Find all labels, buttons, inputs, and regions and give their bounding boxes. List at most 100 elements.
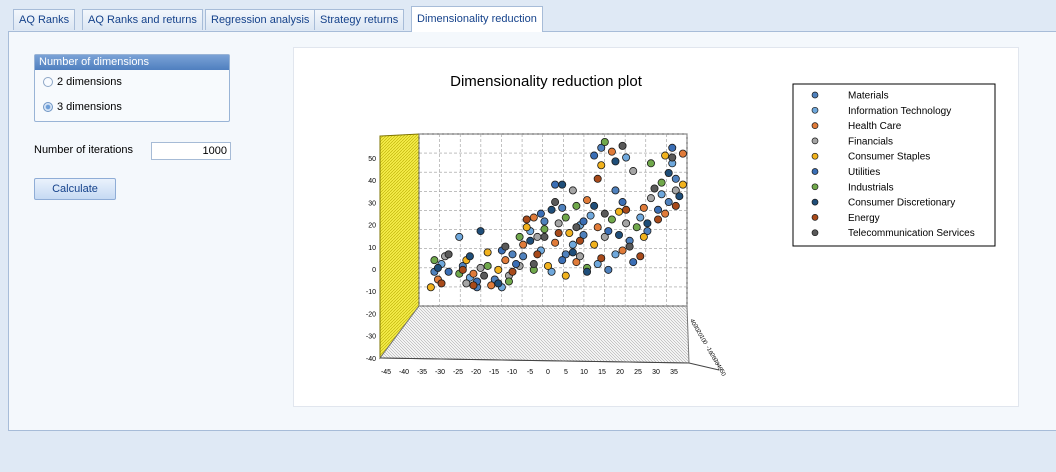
data-point [622, 205, 631, 214]
data-point [654, 215, 663, 224]
tab-dimensionality-reduction[interactable]: Dimensionality reduction [411, 6, 543, 32]
x-tick-label: 15 [598, 369, 606, 376]
tab-aq-ranks[interactable]: AQ Ranks [13, 9, 76, 30]
z-tick-label: 20 [695, 329, 704, 338]
data-point [568, 240, 577, 249]
data-point [558, 256, 567, 265]
data-point [583, 267, 592, 276]
legend-marker [811, 91, 819, 99]
data-point [458, 265, 467, 274]
x-tick-label: -25 [453, 369, 463, 376]
calculate-button[interactable]: Calculate [34, 178, 116, 200]
data-point [639, 203, 648, 212]
iterations-input[interactable] [151, 142, 231, 160]
scatter-points [426, 138, 687, 292]
data-point [661, 151, 670, 160]
data-point [600, 138, 609, 147]
dimensionality-reduction-plot: Dimensionality reduction plot 5040302010… [366, 73, 996, 378]
x-tick-label: 35 [670, 369, 678, 376]
tab-regression-analysis[interactable]: Regression analysis [205, 9, 316, 30]
data-point [664, 198, 673, 207]
data-point [597, 161, 606, 170]
legend-marker [811, 183, 819, 191]
data-point [675, 192, 684, 201]
data-point [572, 258, 581, 267]
tab-strategy-returns[interactable]: Strategy returns [314, 9, 405, 30]
x-tick-label: 25 [634, 369, 642, 376]
data-point [554, 229, 563, 238]
legend-label: Consumer Discretionary [848, 198, 955, 209]
data-point [462, 279, 471, 288]
x-tick-label: 30 [652, 369, 660, 376]
data-point [512, 260, 521, 269]
data-point [622, 219, 631, 228]
z-tick-label: -10 [704, 345, 713, 356]
radio-3-dimensions-circle[interactable] [43, 102, 53, 112]
legend-marker [811, 106, 819, 114]
z-tick-label: 0 [701, 340, 708, 346]
radio-2-dimensions-label: 2 dimensions [57, 76, 122, 88]
data-point [618, 198, 627, 207]
data-point [558, 203, 567, 212]
data-point [643, 227, 652, 236]
dimensions-group-title: Number of dimensions [35, 55, 229, 70]
legend-label: Consumer Staples [848, 152, 930, 163]
data-point [650, 184, 659, 193]
data-point [551, 198, 560, 207]
dimensions-groupbox: Number of dimensions 2 dimensions 3 dime… [34, 54, 230, 122]
x-tick-label: -10 [507, 369, 517, 376]
legend-marker [811, 137, 819, 145]
y-tick-label: -30 [366, 334, 376, 341]
y-tick-label: 40 [368, 178, 376, 185]
x-tick-label: -20 [471, 369, 481, 376]
legend-marker [811, 229, 819, 237]
data-point [483, 261, 492, 270]
data-point [586, 211, 595, 220]
data-point [565, 229, 574, 238]
x-tick-label: 10 [580, 369, 588, 376]
data-point [583, 196, 592, 205]
data-point [568, 248, 577, 257]
depth-axis [688, 362, 720, 371]
data-point [668, 153, 677, 162]
data-point [533, 232, 542, 241]
data-point [604, 227, 613, 236]
data-point [519, 240, 528, 249]
data-point [522, 215, 531, 224]
data-point [476, 263, 485, 272]
data-point [476, 227, 485, 236]
data-point [654, 205, 663, 214]
x-tick-label: -35 [417, 369, 427, 376]
legend-label: Energy [848, 213, 880, 224]
data-point [515, 232, 524, 241]
data-point [529, 213, 538, 222]
radio-2-dimensions-circle[interactable] [43, 77, 53, 87]
data-point [600, 232, 609, 241]
data-point [547, 267, 556, 276]
data-point [611, 157, 620, 166]
data-point [526, 236, 535, 245]
data-point [671, 174, 680, 183]
data-point [430, 256, 439, 265]
radio-3-dimensions[interactable]: 3 dimensions [43, 99, 122, 115]
tab-aq-ranks-and-returns[interactable]: AQ Ranks and returns [82, 9, 203, 30]
y-tick-label: 10 [368, 245, 376, 252]
data-point [597, 254, 606, 263]
legend-label: Materials [848, 91, 889, 102]
data-point [519, 252, 528, 261]
data-point [661, 209, 670, 218]
x-tick-label: -40 [399, 369, 409, 376]
data-point [604, 265, 613, 274]
radio-2-dimensions[interactable]: 2 dimensions [43, 74, 122, 90]
data-point [504, 277, 513, 286]
y-tick-label: -40 [366, 356, 376, 363]
legend-marker [811, 198, 819, 206]
data-point [575, 252, 584, 261]
data-point [561, 213, 570, 222]
data-point [501, 242, 510, 251]
floor-plane [379, 305, 690, 364]
z-tick-label: -40 [714, 362, 723, 373]
x-tick-label: 5 [564, 369, 568, 376]
data-point [494, 279, 503, 288]
